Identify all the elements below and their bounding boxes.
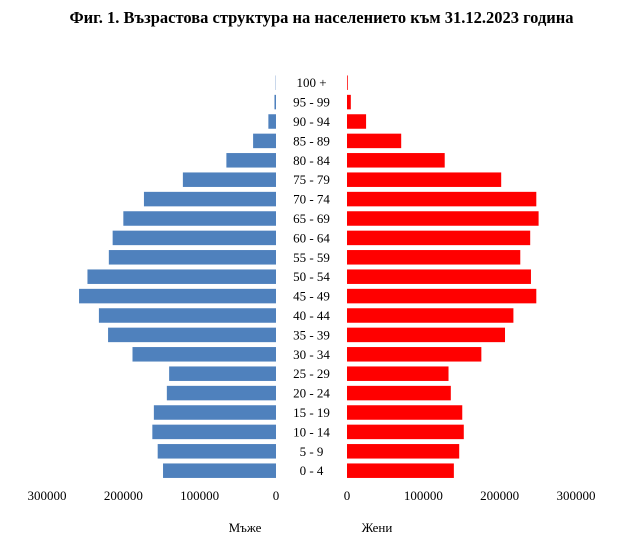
female-bars (347, 75, 539, 478)
female-bar (347, 75, 348, 90)
age-group-label: 5 - 9 (300, 444, 324, 459)
female-bar (347, 366, 449, 381)
female-bar (347, 269, 531, 284)
age-group-label: 10 - 14 (293, 424, 330, 439)
male-bar (153, 405, 276, 420)
age-group-label: 25 - 29 (293, 366, 330, 381)
female-bar (347, 327, 506, 343)
female-bar (347, 424, 464, 440)
female-bar (347, 444, 460, 459)
male-bar (132, 347, 276, 362)
age-group-label: 45 - 49 (293, 289, 330, 304)
age-group-label: 20 - 24 (293, 386, 330, 401)
male-bar (108, 327, 276, 343)
male-bar (143, 191, 276, 207)
left-axis-ticks: 300000 200000 100000 0 (28, 488, 280, 503)
male-bar (274, 94, 276, 110)
age-group-label: 15 - 19 (293, 405, 330, 420)
male-bar (163, 463, 276, 478)
male-bar (166, 385, 276, 401)
age-group-label: 0 - 4 (300, 463, 324, 478)
male-bar (253, 133, 276, 149)
female-bar (347, 250, 521, 265)
age-group-label: 65 - 69 (293, 211, 330, 226)
left-tick-label: 100000 (180, 488, 219, 503)
right-tick-label: 300000 (557, 488, 596, 503)
age-group-label: 55 - 59 (293, 250, 330, 265)
right-tick-label: 0 (344, 488, 351, 503)
female-bar (347, 405, 463, 420)
male-bar (169, 366, 276, 381)
female-bar (347, 308, 514, 323)
right-tick-label: 100000 (404, 488, 443, 503)
age-group-label: 100 + (296, 75, 326, 90)
male-bar (79, 288, 276, 304)
female-bar (347, 191, 537, 207)
female-bar (347, 230, 531, 246)
age-group-labels: 0 - 4 5 - 9 10 - 14 15 - 19 20 - 24 25 - 29 30… (293, 75, 330, 478)
age-group-label: 35 - 39 (293, 327, 330, 342)
age-group-label: 90 - 94 (293, 114, 330, 129)
left-tick-label: 0 (273, 488, 280, 503)
male-bar (87, 269, 276, 284)
male-bar (112, 230, 276, 246)
right-axis-ticks: 0 100000 200000 300000 (344, 488, 596, 503)
age-group-label: 75 - 79 (293, 172, 330, 187)
chart-title: Фиг. 1. Възрастова структура на населени… (69, 8, 574, 27)
female-bar (347, 211, 539, 226)
male-axis-label: Мъже (229, 520, 262, 535)
female-bar (347, 94, 351, 110)
male-bars (79, 75, 276, 478)
left-tick-label: 300000 (28, 488, 67, 503)
female-bar (347, 385, 451, 401)
male-bar (268, 114, 276, 129)
age-group-label: 70 - 74 (293, 192, 330, 207)
female-bar (347, 153, 445, 168)
left-tick-label: 200000 (104, 488, 143, 503)
age-group-label: 30 - 34 (293, 347, 330, 362)
female-axis-label: Жени (362, 520, 393, 535)
age-group-label: 40 - 44 (293, 308, 330, 323)
right-tick-label: 200000 (480, 488, 519, 503)
male-bar (157, 444, 276, 459)
female-bar (347, 172, 502, 187)
age-group-label: 50 - 54 (293, 269, 330, 284)
age-group-label: 60 - 64 (293, 230, 330, 245)
female-bar (347, 114, 367, 129)
age-group-label: 80 - 84 (293, 153, 330, 168)
age-group-label: 95 - 99 (293, 95, 330, 110)
male-bar (226, 153, 276, 168)
male-bar (98, 308, 276, 323)
male-bar (123, 211, 276, 226)
male-bar (182, 172, 276, 187)
age-group-label: 85 - 89 (293, 133, 330, 148)
male-bar (108, 250, 276, 265)
male-bar (152, 424, 276, 440)
female-bar (347, 133, 402, 149)
female-bar (347, 463, 454, 478)
female-bar (347, 347, 482, 362)
female-bar (347, 288, 537, 304)
